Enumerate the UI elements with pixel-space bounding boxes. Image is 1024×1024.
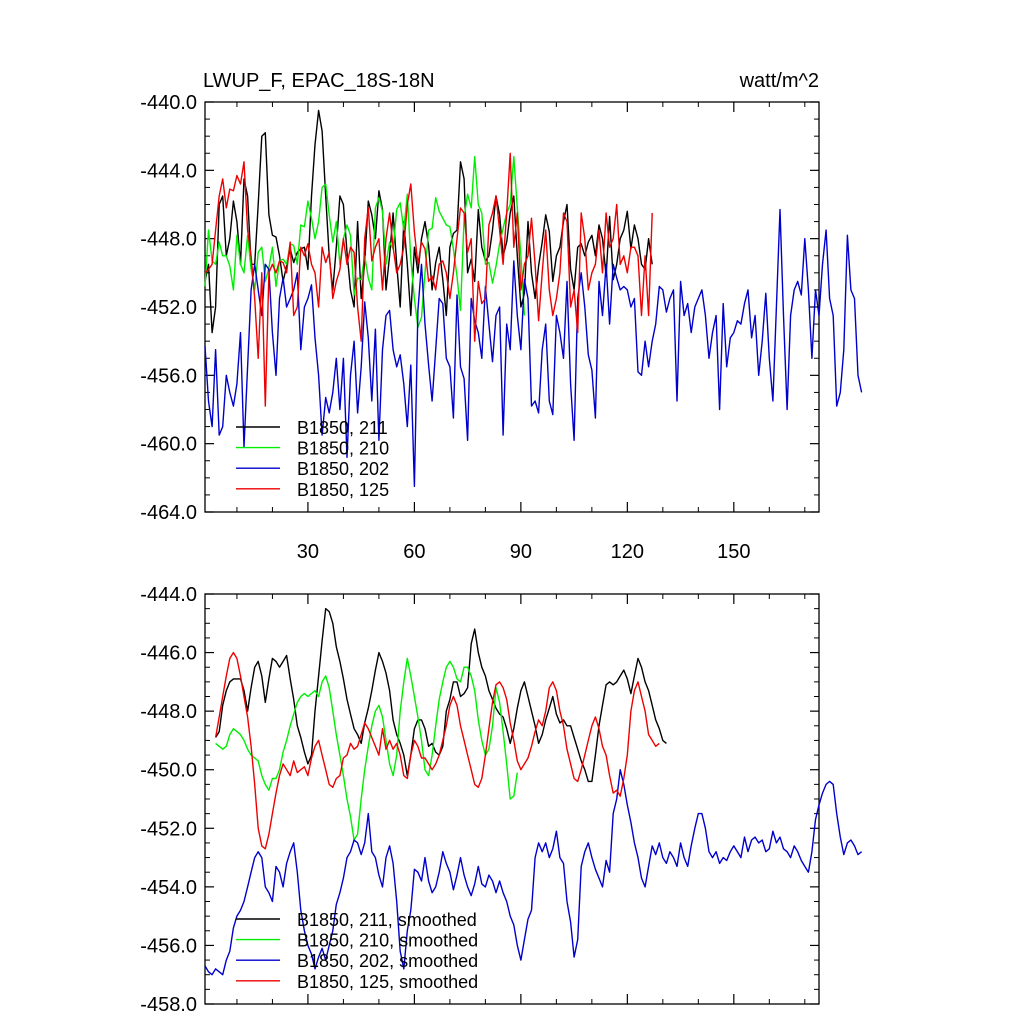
y-tick-label: -464.0 xyxy=(140,502,197,524)
series-line xyxy=(214,651,660,850)
top-panel: LWUP_F, EPAC_18S-18N watt/m^2 -440.0 -444… xyxy=(140,70,863,563)
series-line xyxy=(204,769,863,976)
x-tick-label: 30 xyxy=(297,541,319,563)
series-line xyxy=(215,607,667,783)
y-tick-label: -444.0 xyxy=(140,160,197,182)
series-line xyxy=(204,152,653,407)
ticks: -444.0 -446.0 -448.0 -450.0 -452.0 -454.0 -456… xyxy=(140,584,819,1016)
series-lines xyxy=(204,607,863,976)
y-tick-label: -456.0 xyxy=(140,935,197,957)
series-lines xyxy=(204,109,863,488)
y-tick-label: -448.0 xyxy=(140,701,197,723)
series-line xyxy=(204,208,863,488)
series-line xyxy=(215,657,518,841)
legend-label: B1850, 202 xyxy=(297,459,389,479)
legend-label: B1850, 210, smoothed xyxy=(297,931,478,951)
legend-label: B1850, 202, smoothed xyxy=(297,951,478,971)
legend-label: B1850, 210 xyxy=(297,439,389,459)
y-tick-label: -452.0 xyxy=(140,818,197,840)
y-tick-label: -456.0 xyxy=(140,365,197,387)
y-tick-label: -460.0 xyxy=(140,434,197,456)
legend-label: B1850, 125, smoothed xyxy=(297,972,478,992)
bottom-panel: -444.0 -446.0 -448.0 -450.0 -452.0 -454.0 -456… xyxy=(140,584,863,1016)
y-tick-label: -452.0 xyxy=(140,297,197,319)
legend-label: B1850, 211, smoothed xyxy=(297,910,477,930)
y-tick-label: -448.0 xyxy=(140,229,197,251)
y-tick-label: -450.0 xyxy=(140,760,197,782)
units-label: watt/m^2 xyxy=(739,70,819,92)
x-tick-label: 120 xyxy=(611,541,644,563)
chart-title: LWUP_F, EPAC_18S-18N xyxy=(203,70,435,92)
x-tick-label: 90 xyxy=(510,541,532,563)
legend-label: B1850, 125 xyxy=(297,480,389,500)
y-tick-label: -444.0 xyxy=(140,584,197,606)
y-tick-label: -440.0 xyxy=(140,92,197,114)
x-tick-label: 150 xyxy=(717,541,750,563)
y-tick-label: -458.0 xyxy=(140,994,197,1016)
y-tick-label: -454.0 xyxy=(140,877,197,899)
x-tick-label: 60 xyxy=(403,541,425,563)
ticks: -440.0 -444.0 -448.0 -452.0 -456.0 -460.0 -464… xyxy=(140,92,819,563)
series-line xyxy=(204,109,653,334)
legend-label: B1850, 211 xyxy=(297,418,388,438)
y-tick-label: -446.0 xyxy=(140,643,197,665)
